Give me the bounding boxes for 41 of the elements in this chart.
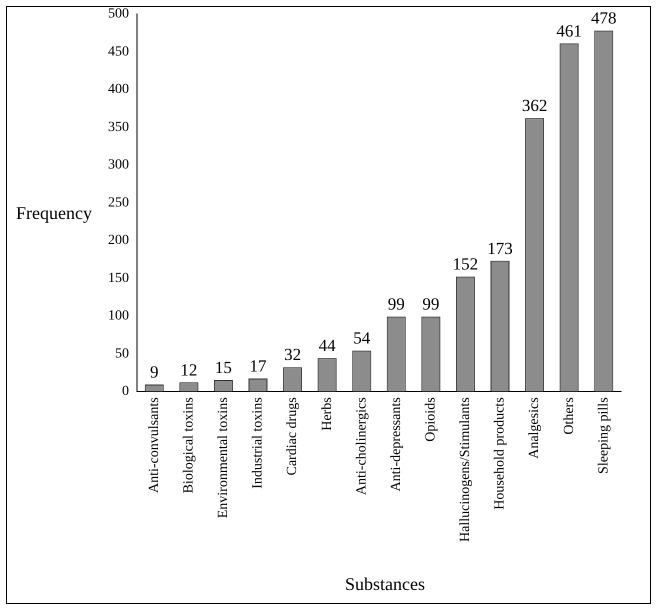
data-label: 362 [522, 96, 548, 116]
data-label: 32 [284, 345, 302, 364]
data-label: 17 [250, 356, 267, 376]
y-tick-label: 100 [108, 308, 129, 324]
x-axis-title: Substances [344, 574, 426, 595]
x-tick-label: Analgesics [527, 397, 542, 459]
data-label: 9 [150, 362, 159, 382]
x-tick-label: Hallucinogens/Stimulants [458, 397, 474, 542]
x-tick-label: Opioids [424, 397, 439, 442]
data-label: 478 [590, 8, 616, 28]
y-tick-label: 0 [122, 384, 129, 400]
y-tick-label: 200 [108, 233, 129, 248]
y-tick-label: 450 [108, 44, 129, 60]
x-tick-label: Anti-convulsants [146, 397, 162, 493]
data-label: 461 [556, 21, 582, 40]
x-tick-label: Anti-cholinergics [354, 397, 370, 496]
x-tick-label: Cardiac drugs [285, 397, 300, 476]
y-axis-title: Frequency [16, 203, 92, 224]
data-label: 15 [214, 358, 232, 377]
data-label: 173 [487, 238, 513, 258]
y-tick-label: 150 [108, 270, 129, 286]
data-label: 99 [422, 294, 440, 314]
data-label: 54 [353, 328, 371, 348]
x-tick-label: Household products [492, 397, 508, 510]
x-tick-label: Environmental toxins [216, 397, 232, 518]
x-tick-label: Sleeping pills [596, 397, 612, 474]
x-tick-label: Industrial toxins [250, 397, 266, 489]
x-tick-label: Anti-depressants [388, 397, 404, 492]
data-label: 44 [318, 336, 336, 356]
data-label: 99 [388, 294, 405, 314]
y-tick-label: 300 [108, 158, 129, 173]
y-tick-label: 250 [108, 195, 129, 210]
y-tick-label: 500 [108, 6, 129, 22]
data-label: 152 [452, 254, 478, 274]
x-tick-label: Others [562, 397, 577, 435]
x-tick-label: Biological toxins [182, 397, 197, 494]
x-tick-label: Herbs [320, 397, 335, 431]
data-label: 12 [180, 360, 198, 380]
y-tick-label: 400 [108, 82, 129, 98]
y-tick-label: 350 [108, 120, 129, 135]
y-tick-label: 50 [115, 346, 129, 362]
